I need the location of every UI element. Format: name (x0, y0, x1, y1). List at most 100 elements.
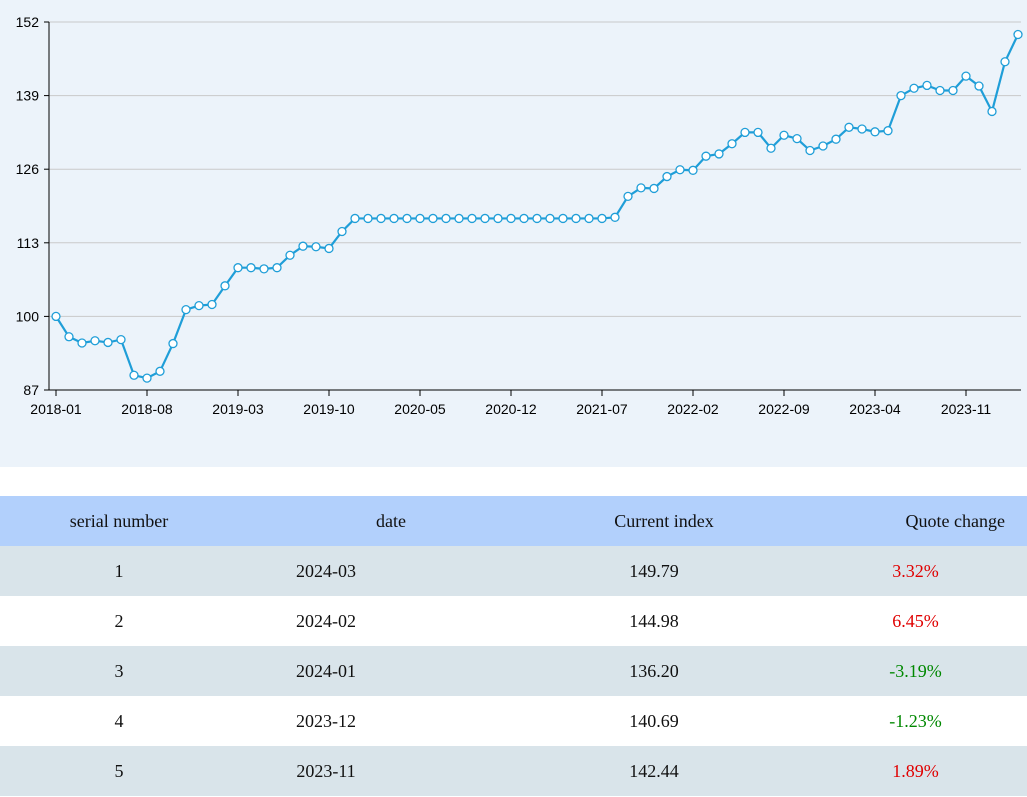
data-point (922, 80, 932, 91)
data-point (415, 213, 425, 224)
x-tick-label: 2019-03 (212, 401, 264, 417)
data-point (857, 124, 867, 134)
data-point (831, 134, 841, 144)
cell-date: 2023-11 (238, 746, 544, 796)
y-tick-label: 152 (16, 14, 40, 30)
data-point (337, 226, 347, 237)
data-point (844, 122, 854, 132)
y-tick-label: 113 (17, 235, 40, 251)
cell-serial-number: 4 (0, 696, 238, 746)
data-point (350, 213, 360, 224)
table-row[interactable]: 5 2023-11 142.44 1.89% (0, 746, 1027, 796)
data-point (948, 85, 958, 96)
data-point (64, 332, 74, 342)
data-point (389, 213, 399, 224)
data-point (597, 213, 607, 224)
data-point (90, 336, 100, 346)
table-header-row: serial number date Current index Quote c… (0, 496, 1027, 546)
data-point (467, 213, 477, 224)
cell-current-index: 144.98 (544, 596, 784, 646)
y-tick-label: 100 (16, 308, 40, 324)
header-date[interactable]: date (238, 496, 544, 546)
data-point (870, 127, 880, 137)
data-point (51, 311, 61, 322)
data-point (129, 370, 139, 380)
table-row[interactable]: 2 2024-02 144.98 6.45% (0, 596, 1027, 646)
index-table: serial number date Current index Quote c… (0, 496, 1027, 796)
data-point (1000, 57, 1010, 67)
cell-date: 2024-03 (238, 546, 544, 596)
data-point (324, 243, 334, 254)
data-point (623, 191, 633, 202)
x-tick-label: 2023-04 (849, 401, 901, 417)
cell-quote-change: 3.32% (784, 546, 1027, 596)
y-tick-label: 126 (16, 161, 40, 177)
data-point (779, 130, 789, 140)
cell-quote-change: 1.89% (784, 746, 1027, 796)
data-point (285, 250, 295, 260)
header-current-index[interactable]: Current index (544, 496, 784, 546)
x-tick-label: 2019-10 (303, 401, 355, 417)
cell-current-index: 140.69 (544, 696, 784, 746)
data-point (558, 213, 568, 224)
x-tick-label: 2020-05 (394, 401, 446, 417)
cell-current-index: 142.44 (544, 746, 784, 796)
data-point (584, 213, 594, 224)
data-point (77, 338, 87, 348)
data-point (675, 165, 685, 175)
table-row[interactable]: 1 2024-03 149.79 3.32% (0, 546, 1027, 596)
x-tick-label: 2023-11 (941, 401, 992, 417)
data-point (272, 263, 282, 273)
data-point (441, 213, 451, 224)
x-tick-label: 2018-01 (30, 401, 82, 417)
cell-date: 2023-12 (238, 696, 544, 746)
data-point (792, 133, 802, 144)
x-tick-label: 2022-09 (758, 401, 810, 417)
data-point (103, 337, 113, 348)
data-point (1013, 29, 1023, 40)
data-point (545, 213, 555, 224)
data-point (818, 141, 828, 151)
data-point (896, 90, 906, 101)
data-point (753, 127, 763, 138)
cell-date: 2024-01 (238, 646, 544, 696)
data-point (727, 139, 737, 149)
cell-date: 2024-02 (238, 596, 544, 646)
data-point (532, 213, 542, 224)
header-quote-change[interactable]: Quote change (784, 496, 1027, 546)
header-serial-number[interactable]: serial number (0, 496, 238, 546)
data-point (311, 242, 321, 252)
data-point (493, 213, 503, 224)
data-point (519, 213, 529, 224)
cell-serial-number: 5 (0, 746, 238, 796)
x-tick-label: 2018-08 (121, 401, 173, 417)
data-point (909, 83, 919, 93)
cell-current-index: 136.20 (544, 646, 784, 696)
cell-quote-change: -3.19% (784, 646, 1027, 696)
cell-serial-number: 1 (0, 546, 238, 596)
data-point (571, 213, 581, 224)
data-point (246, 263, 256, 273)
data-point (662, 171, 672, 182)
data-point (194, 300, 204, 311)
x-tick-label: 2021-07 (576, 401, 628, 417)
data-point (168, 338, 178, 349)
table-row[interactable]: 4 2023-12 140.69 -1.23% (0, 696, 1027, 746)
data-point (974, 81, 984, 91)
y-tick-label: 139 (16, 88, 40, 104)
chart-panel: 87 100 113 126 139 152 2018-01 2018-08 2019-03 20… (0, 0, 1027, 467)
data-point (233, 263, 243, 273)
data-point (688, 165, 698, 175)
data-point (766, 143, 776, 153)
x-tick-label: 2020-12 (485, 401, 537, 417)
data-point (883, 126, 893, 136)
data-point (363, 213, 373, 224)
data-point (961, 71, 971, 81)
data-point (714, 149, 724, 159)
data-point (259, 264, 269, 274)
data-point (142, 373, 152, 383)
table-row[interactable]: 3 2024-01 136.20 -3.19% (0, 646, 1027, 696)
x-tick-label: 2022-02 (667, 401, 719, 417)
data-point (649, 183, 659, 194)
data-point (402, 213, 412, 224)
